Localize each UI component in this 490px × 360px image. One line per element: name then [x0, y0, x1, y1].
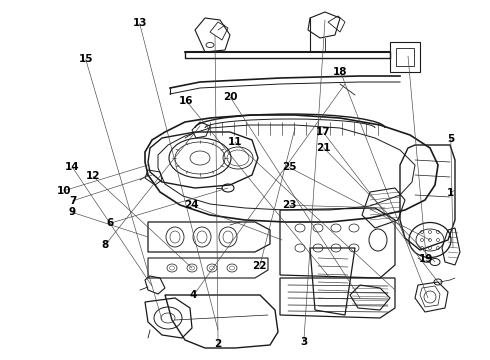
- Text: 17: 17: [316, 127, 331, 138]
- Text: 21: 21: [316, 143, 331, 153]
- Text: 9: 9: [69, 207, 76, 217]
- Text: 13: 13: [132, 18, 147, 28]
- Text: 3: 3: [300, 337, 307, 347]
- Text: 4: 4: [190, 290, 197, 300]
- Text: 22: 22: [252, 261, 267, 271]
- Text: 18: 18: [333, 67, 348, 77]
- Text: 11: 11: [228, 137, 243, 147]
- Text: 1: 1: [447, 188, 454, 198]
- Text: 16: 16: [179, 96, 194, 106]
- Text: 2: 2: [215, 339, 221, 349]
- Text: 6: 6: [107, 218, 114, 228]
- Text: 19: 19: [419, 254, 434, 264]
- Text: 25: 25: [282, 162, 296, 172]
- Text: 12: 12: [86, 171, 100, 181]
- Text: 14: 14: [65, 162, 80, 172]
- Text: 10: 10: [56, 186, 71, 196]
- Text: 23: 23: [282, 200, 296, 210]
- Text: 24: 24: [184, 200, 198, 210]
- Text: 15: 15: [78, 54, 93, 64]
- Text: 5: 5: [447, 134, 454, 144]
- Text: 20: 20: [223, 92, 238, 102]
- Text: 8: 8: [102, 240, 109, 250]
- Text: 7: 7: [69, 196, 76, 206]
